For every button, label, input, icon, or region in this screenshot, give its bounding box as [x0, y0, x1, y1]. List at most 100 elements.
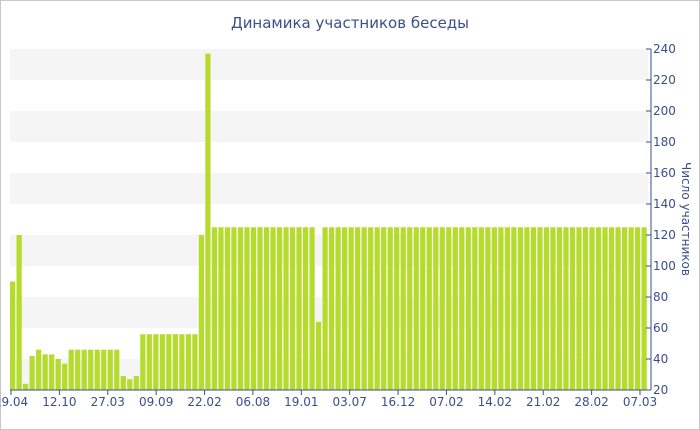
y-tick-label: 40 [653, 352, 668, 366]
x-tick-label: 14.02 [478, 395, 512, 409]
bar [322, 227, 328, 390]
bar [504, 227, 510, 390]
y-axis-title: Число участников [679, 162, 693, 276]
bar [29, 355, 35, 390]
x-tick-label: 07.03 [623, 395, 657, 409]
bar [368, 227, 374, 390]
bar [628, 227, 634, 390]
bar [433, 227, 439, 390]
bar [101, 349, 107, 390]
bar [615, 227, 621, 390]
bar [582, 227, 589, 390]
y-tick-label: 80 [653, 290, 668, 304]
bar [49, 354, 55, 390]
bar [595, 227, 602, 390]
bar [257, 227, 263, 390]
bar [361, 227, 367, 390]
bar [296, 227, 302, 390]
bar [634, 227, 641, 390]
x-tick-label: 03.07 [333, 395, 367, 409]
x-tick-label: 09.09 [139, 395, 173, 409]
y-tick-label: 180 [653, 135, 676, 149]
bar [309, 227, 315, 390]
x-tick-label: 28.02 [574, 395, 608, 409]
bar [498, 227, 504, 390]
bar [16, 235, 22, 390]
bar [589, 227, 595, 390]
bar [569, 227, 576, 390]
bar [270, 227, 276, 390]
bar [133, 376, 139, 390]
bar [374, 227, 380, 390]
bar [42, 354, 48, 390]
bar [166, 334, 172, 390]
bar [250, 227, 257, 390]
bar [511, 227, 517, 390]
bar [420, 227, 426, 390]
bar [550, 227, 556, 390]
x-tick-label: 06.08 [236, 395, 270, 409]
bar [335, 227, 341, 390]
bar [302, 227, 309, 390]
bar [452, 227, 458, 390]
bar [602, 227, 608, 390]
bar [641, 227, 647, 390]
bar [159, 334, 165, 390]
bar [289, 227, 296, 390]
bar [185, 334, 191, 390]
bar [120, 376, 126, 390]
bar [413, 227, 419, 390]
bar [114, 349, 120, 390]
bar [537, 227, 543, 390]
bar [244, 227, 250, 390]
bar [524, 227, 530, 390]
bar [543, 227, 550, 390]
bar [472, 227, 478, 390]
y-tick-label: 140 [653, 197, 676, 211]
bar [68, 349, 74, 390]
bar [62, 363, 68, 390]
bar [192, 334, 198, 390]
bar [621, 227, 628, 390]
bar [478, 227, 484, 390]
bar [224, 227, 231, 390]
bar [485, 227, 491, 390]
y-axis: 20 40 60 80 100 120 140 160 180 200 220 240 [646, 42, 676, 397]
x-tick-label: 16.12 [381, 395, 415, 409]
y-tick-label: 160 [653, 166, 676, 180]
x-tick-label: 22.02 [187, 395, 221, 409]
x-tick-label: 21.02 [526, 395, 560, 409]
x-tick-label: 19.01 [284, 395, 318, 409]
bar [355, 227, 361, 390]
bar [179, 334, 185, 390]
bar [459, 227, 465, 390]
bar [36, 349, 42, 390]
x-tick-label: 27.03 [91, 395, 125, 409]
x-tick-label: 29.04 [0, 395, 28, 409]
bar [107, 349, 113, 390]
bar [465, 227, 471, 390]
bar [140, 334, 146, 390]
bar [55, 359, 61, 390]
bar [439, 227, 445, 390]
bar [329, 227, 335, 390]
bar [172, 334, 178, 390]
bar [283, 227, 289, 390]
x-tick-label: 12.10 [42, 395, 76, 409]
bar [315, 321, 322, 390]
bar [576, 227, 582, 390]
grid-band [10, 173, 648, 204]
bar [94, 349, 100, 390]
bar [237, 227, 244, 390]
x-tick-label: 07.02 [429, 395, 463, 409]
bar [517, 227, 524, 390]
y-tick-label: 200 [653, 104, 676, 118]
chart-title: Динамика участников беседы [230, 14, 470, 32]
bar [491, 227, 497, 390]
bar [426, 227, 432, 390]
bar-series [10, 53, 647, 391]
y-tick-label: 240 [653, 42, 676, 56]
grid-band [10, 111, 648, 142]
y-tick-label: 220 [653, 73, 676, 87]
bar [81, 349, 87, 390]
